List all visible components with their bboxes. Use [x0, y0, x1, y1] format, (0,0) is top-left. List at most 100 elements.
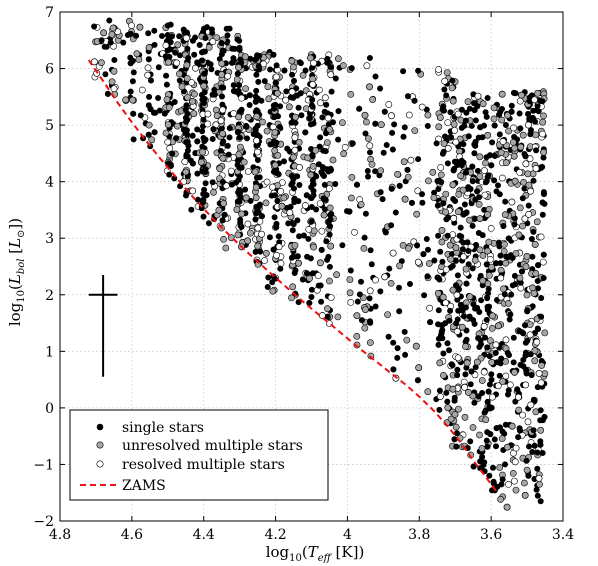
star-point [523, 252, 531, 260]
star-point [454, 272, 461, 279]
star-point [183, 192, 190, 199]
star-point [390, 339, 397, 346]
star-point [527, 401, 535, 409]
star-point [291, 134, 299, 141]
star-point [127, 88, 134, 95]
star-point [282, 96, 289, 104]
star-point [287, 203, 294, 210]
star-point [293, 85, 300, 92]
star-point [449, 385, 457, 393]
star-point [492, 349, 499, 356]
star-point [463, 280, 470, 287]
y-tick-label-3: 1 [45, 344, 54, 360]
star-point [449, 262, 456, 269]
star-point [516, 274, 524, 282]
star-point [524, 170, 532, 178]
star-point [484, 443, 491, 450]
star-point [521, 215, 529, 223]
star-point [452, 138, 460, 146]
star-point [396, 182, 403, 189]
x-tick-label-4: 4 [343, 527, 352, 543]
star-point [318, 227, 326, 235]
star-point [465, 184, 472, 191]
star-point [383, 142, 390, 149]
star-point [519, 195, 526, 202]
star-point [269, 287, 277, 295]
star-point [504, 349, 511, 356]
star-point [236, 82, 243, 89]
star-point [361, 111, 369, 119]
star-point [223, 25, 230, 32]
star-point [401, 124, 408, 131]
star-point [404, 166, 411, 173]
star-point [209, 179, 216, 186]
star-point [510, 152, 518, 160]
star-point [474, 304, 481, 311]
star-point [537, 379, 545, 387]
star-point [515, 406, 523, 414]
star-point [289, 227, 296, 234]
star-point [319, 114, 326, 121]
star-point [482, 179, 489, 186]
star-point [486, 152, 493, 159]
star-point [348, 65, 355, 72]
star-point [244, 220, 252, 228]
star-point [443, 69, 451, 76]
star-point [478, 377, 486, 384]
star-point [377, 121, 385, 128]
star-point [508, 198, 516, 206]
star-point [310, 181, 317, 188]
star-point [162, 129, 170, 137]
star-point [303, 270, 310, 277]
star-point [234, 36, 241, 43]
star-point [308, 286, 315, 293]
star-point [405, 111, 413, 119]
star-point [321, 94, 329, 102]
star-point [451, 411, 459, 418]
star-point [199, 148, 206, 156]
star-point [253, 137, 260, 145]
star-point [349, 140, 356, 147]
star-point [451, 436, 458, 443]
star-point [537, 426, 545, 434]
star-point [364, 173, 371, 180]
star-point [133, 32, 140, 39]
star-point [447, 134, 454, 141]
star-point [217, 117, 225, 125]
star-point [295, 299, 302, 306]
star-point [332, 181, 339, 188]
star-point [201, 96, 208, 103]
star-point [466, 293, 474, 301]
star-point [459, 186, 467, 194]
star-point [246, 102, 253, 109]
star-point [295, 259, 302, 267]
star-point [244, 237, 251, 245]
star-point [520, 356, 527, 363]
star-point [458, 157, 465, 164]
star-point [277, 259, 285, 267]
star-point [500, 240, 508, 248]
star-point [443, 216, 450, 223]
star-point [353, 181, 360, 188]
y-tick-label-9: 7 [45, 5, 54, 21]
star-point [202, 136, 209, 143]
star-point [518, 268, 525, 275]
legend-label-unresolved: unresolved multiple stars [122, 438, 303, 454]
star-point [301, 202, 309, 209]
star-point [184, 94, 191, 101]
star-point [488, 376, 495, 383]
star-point [529, 448, 536, 455]
star-point [326, 223, 333, 230]
star-point [449, 181, 457, 189]
star-point [522, 153, 529, 160]
star-point [491, 177, 498, 184]
star-point [462, 210, 469, 217]
star-point [351, 228, 358, 236]
star-point [496, 464, 504, 471]
star-point [366, 339, 374, 346]
star-point [276, 123, 283, 130]
star-point [472, 117, 479, 124]
star-point [240, 158, 248, 166]
star-point [474, 92, 482, 100]
star-point [199, 57, 206, 64]
